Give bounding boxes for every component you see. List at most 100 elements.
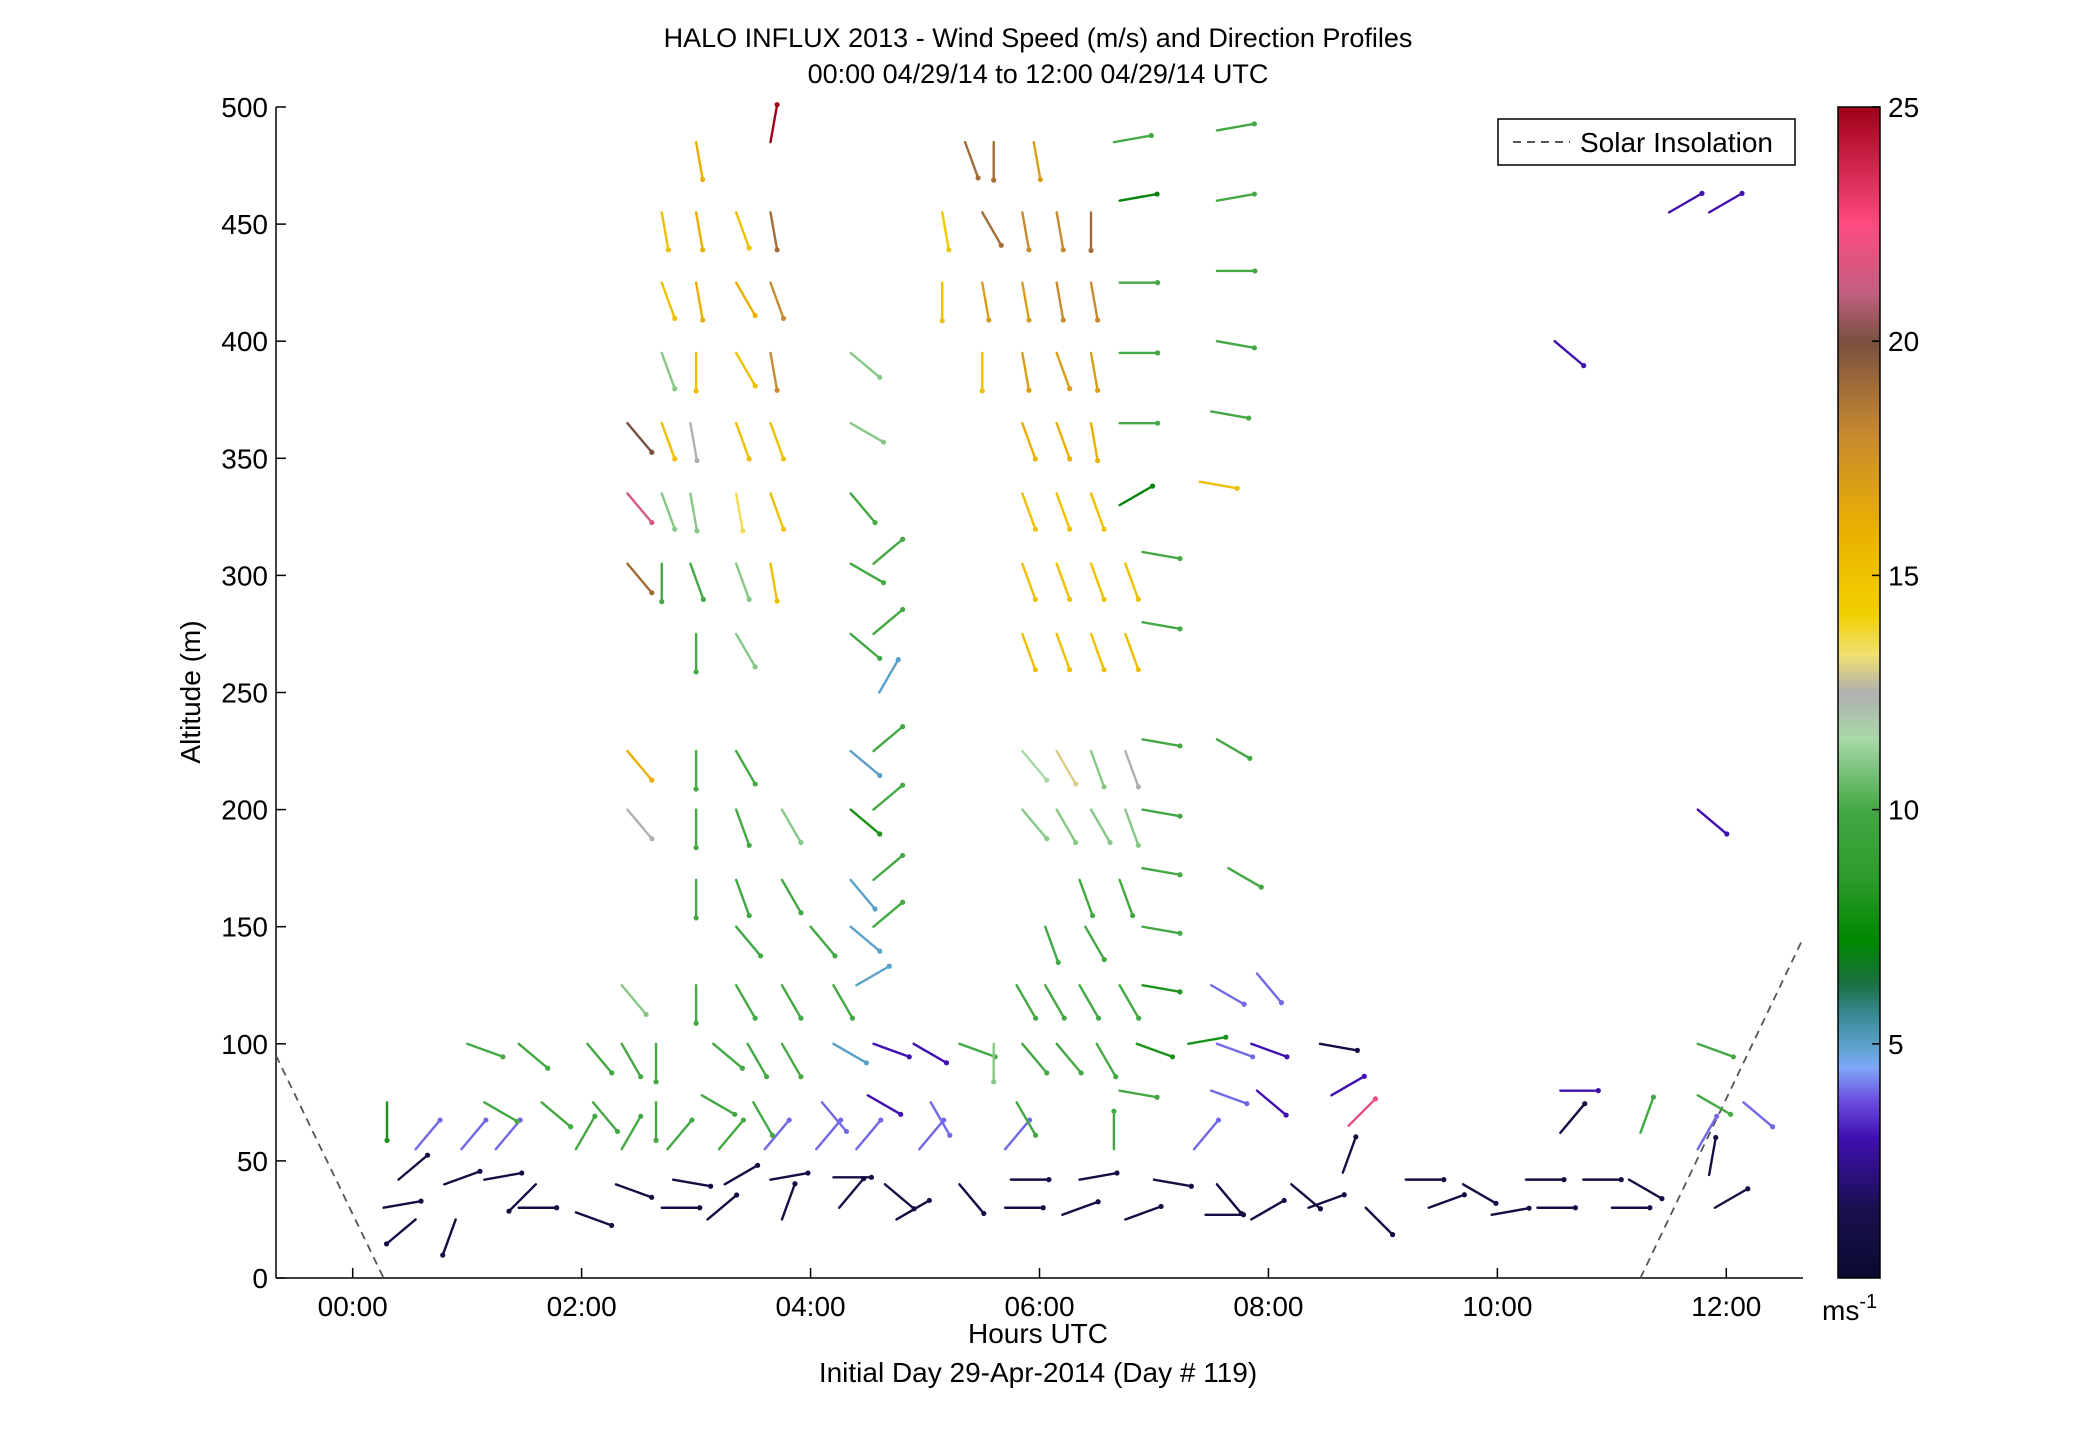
wind-vector-head xyxy=(986,317,992,323)
x-tick-label: 06:00 xyxy=(1004,1291,1074,1322)
wind-vector-head xyxy=(1177,989,1183,995)
wind-vector xyxy=(1021,1042,1050,1076)
wind-vector-head xyxy=(1154,1094,1160,1100)
wind-vector-shaft xyxy=(734,749,757,786)
wind-vector-head xyxy=(1177,813,1183,819)
wind-vector xyxy=(1032,140,1043,183)
wind-vector-shaft xyxy=(1021,749,1048,782)
wind-vector-head xyxy=(545,1065,551,1071)
wind-vector xyxy=(872,724,906,753)
wind-vector xyxy=(734,492,746,534)
wind-vector xyxy=(460,1117,489,1151)
wind-vector-shaft xyxy=(912,1042,948,1065)
wind-vector xyxy=(660,421,678,462)
wind-vector xyxy=(941,211,952,253)
wind-vector-head xyxy=(832,953,838,959)
wind-vector-head xyxy=(1252,268,1258,274)
y-tick-label: 100 xyxy=(221,1029,268,1060)
wind-vector xyxy=(1089,632,1107,673)
wind-vector-shaft xyxy=(941,211,951,252)
wind-vector-shaft xyxy=(626,562,654,594)
wind-vector xyxy=(1707,190,1745,214)
wind-vector-shaft xyxy=(1021,492,1037,531)
colorbar-unit-exponent: -1 xyxy=(1859,1291,1877,1313)
wind-vector-shaft xyxy=(517,1042,549,1070)
wind-vector xyxy=(1318,1042,1360,1053)
wind-vector-head xyxy=(1095,387,1101,393)
wind-vector-shaft xyxy=(1118,484,1154,507)
wind-vector-shaft xyxy=(1210,1089,1249,1105)
wind-vector-head xyxy=(1067,386,1073,392)
wind-vector xyxy=(1141,866,1183,878)
wind-vector-shaft xyxy=(769,562,779,603)
wind-vector-shaft xyxy=(1152,1178,1193,1188)
wind-vector xyxy=(963,140,981,181)
wind-vector-head xyxy=(1244,1101,1250,1107)
wind-vector xyxy=(1152,1178,1194,1189)
wind-vector-head xyxy=(1046,1177,1052,1183)
wind-vector xyxy=(693,808,699,851)
wind-vector-shaft xyxy=(963,140,980,180)
wind-vector-head xyxy=(877,655,883,661)
wind-vector-head xyxy=(1135,842,1141,848)
wind-vector-head xyxy=(872,906,878,912)
colorbar: 5 10 15 20 25 ms-1 xyxy=(1822,92,1919,1326)
wind-vector xyxy=(734,984,758,1021)
wind-vector xyxy=(872,852,906,882)
wind-vector-shaft xyxy=(1215,738,1252,760)
wind-vector-shaft xyxy=(1055,351,1071,390)
wind-vector-head xyxy=(1130,912,1136,919)
wind-vector xyxy=(1341,1134,1359,1174)
wind-vector-shaft xyxy=(1696,1115,1718,1151)
wind-vector-head xyxy=(1061,1015,1067,1021)
wind-vector-shaft xyxy=(769,351,779,392)
wind-vector-head xyxy=(1372,1096,1379,1102)
wind-vector-head xyxy=(900,899,906,905)
wind-vector xyxy=(780,878,804,916)
wind-vector-shaft xyxy=(1015,984,1037,1020)
wind-vector-shaft xyxy=(1307,1193,1346,1209)
wind-vector xyxy=(769,281,787,321)
wind-vector xyxy=(734,808,752,848)
wind-vector-head xyxy=(979,388,985,394)
wind-vector-head xyxy=(672,526,678,532)
wind-vector-head xyxy=(1044,1070,1050,1076)
x-axis-sublabel: Initial Day 29-Apr-2014 (Day # 119) xyxy=(819,1357,1257,1388)
wind-vector xyxy=(1084,925,1107,963)
wind-vector-head xyxy=(1114,1170,1120,1176)
wind-vector xyxy=(1021,492,1038,532)
wind-vector-head xyxy=(1284,1054,1290,1060)
wind-vector xyxy=(1118,1089,1160,1100)
colorbar-tick-label: 10 xyxy=(1888,795,1919,826)
wind-vector-head xyxy=(1650,1094,1657,1100)
wind-vector xyxy=(693,749,699,792)
wind-vector xyxy=(769,102,780,144)
wind-vector-head xyxy=(672,315,678,321)
wind-vector-shaft xyxy=(1553,340,1585,367)
wind-vector-shaft xyxy=(689,421,699,462)
wind-vector-shaft xyxy=(626,808,654,840)
x-tick-label: 08:00 xyxy=(1233,1291,1303,1322)
wind-vector xyxy=(693,351,699,394)
wind-vector xyxy=(591,1101,621,1135)
wind-vector xyxy=(1118,420,1161,426)
y-tick-label: 0 xyxy=(252,1263,268,1294)
wind-vector-shaft xyxy=(734,632,757,669)
wind-vector-head xyxy=(1283,1112,1289,1118)
wind-vector-head xyxy=(1101,784,1107,790)
wind-vector-shaft xyxy=(1461,1183,1498,1205)
wind-vector xyxy=(666,1117,695,1151)
wind-vector xyxy=(734,351,758,389)
colorbar-tick-label: 25 xyxy=(1888,92,1919,123)
wind-vector xyxy=(1118,280,1161,286)
wind-vector-head xyxy=(798,910,804,916)
wind-vector xyxy=(1055,281,1066,323)
wind-vector-head xyxy=(1026,317,1032,323)
wind-vector-shaft xyxy=(1021,351,1031,392)
wind-vector-head xyxy=(694,457,700,464)
wind-vector-head xyxy=(900,606,906,613)
wind-vector-head xyxy=(649,1194,655,1200)
wind-vector xyxy=(1124,632,1141,673)
wind-vector xyxy=(837,1176,867,1209)
wind-vector xyxy=(878,656,901,694)
